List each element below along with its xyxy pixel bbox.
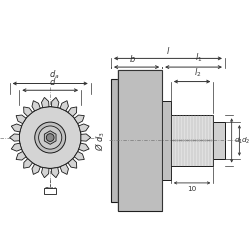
Text: Ø d$_3$: Ø d$_3$ [94, 130, 107, 150]
Polygon shape [42, 168, 49, 178]
Polygon shape [42, 98, 49, 108]
Polygon shape [81, 134, 91, 141]
Bar [162, 101, 171, 180]
Polygon shape [16, 115, 26, 124]
Polygon shape [44, 131, 56, 144]
Circle shape [46, 134, 54, 141]
Polygon shape [11, 124, 22, 132]
Bar [44, 188, 56, 194]
Text: l: l [167, 46, 169, 56]
Text: b: b [130, 55, 136, 64]
Bar [118, 70, 162, 211]
Text: d$_1$: d$_1$ [234, 135, 243, 145]
Polygon shape [74, 115, 84, 124]
Polygon shape [10, 134, 20, 141]
Polygon shape [60, 164, 68, 174]
Polygon shape [68, 159, 77, 168]
Text: 10: 10 [188, 186, 197, 192]
Text: l$_1$: l$_1$ [194, 52, 202, 64]
Polygon shape [11, 143, 22, 151]
Bar [111, 79, 118, 202]
Polygon shape [52, 98, 59, 108]
Polygon shape [52, 168, 59, 178]
Polygon shape [60, 101, 68, 111]
Text: d: d [50, 78, 55, 87]
Polygon shape [16, 152, 26, 160]
Text: d$_a$: d$_a$ [49, 68, 59, 80]
Polygon shape [24, 107, 32, 117]
Text: l$_2$: l$_2$ [194, 66, 202, 79]
Circle shape [35, 122, 66, 153]
Bar [213, 122, 225, 159]
Circle shape [19, 107, 81, 168]
Polygon shape [32, 164, 40, 174]
Text: SW: SW [44, 186, 56, 196]
Polygon shape [79, 143, 89, 151]
Polygon shape [79, 124, 89, 132]
Bar [171, 115, 213, 166]
Polygon shape [68, 107, 77, 117]
Polygon shape [24, 159, 32, 168]
Polygon shape [32, 101, 40, 111]
Polygon shape [74, 152, 84, 160]
Circle shape [38, 126, 62, 149]
Text: d$_2$: d$_2$ [241, 135, 250, 145]
